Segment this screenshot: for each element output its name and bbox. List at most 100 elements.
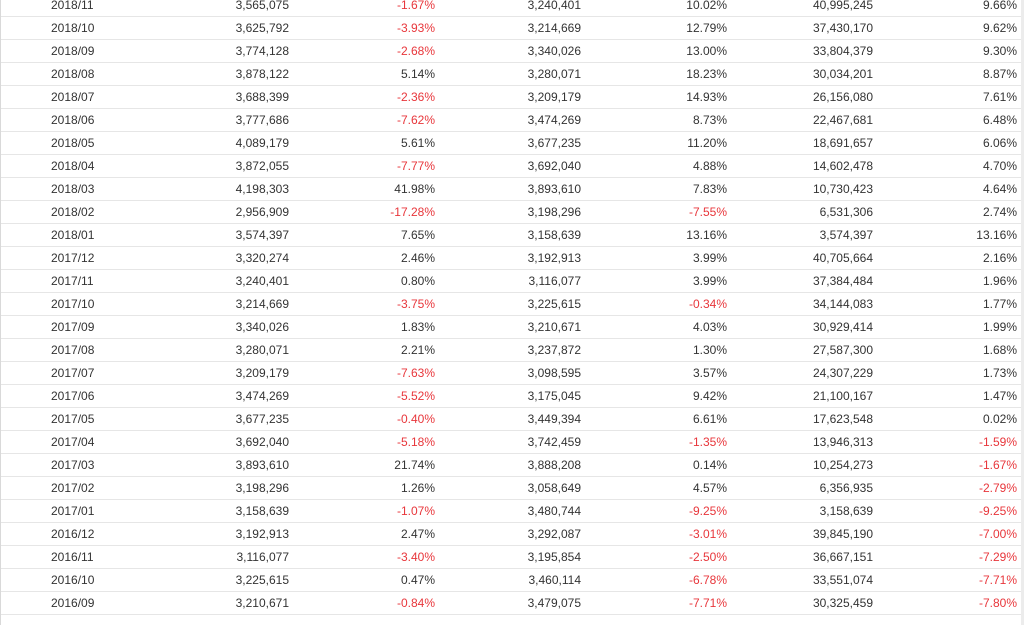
cumulative-value-cell: 30,325,459	[727, 591, 873, 615]
month-cell: 2016/10	[0, 568, 146, 592]
cumulative-value-cell: 6,531,306	[727, 200, 873, 224]
prev-year-value-cell: 3,098,595	[435, 361, 581, 385]
yoy-change-cell: -1.35%	[581, 430, 727, 454]
cumulative-change-cell: 9.30%	[873, 39, 1024, 63]
yoy-change-cell: 3.99%	[581, 246, 727, 270]
month-cell: 2018/07	[0, 85, 146, 109]
yoy-change-cell: 14.93%	[581, 85, 727, 109]
cumulative-change-cell: 6.48%	[873, 108, 1024, 132]
value-cell: 3,116,077	[146, 545, 289, 569]
yoy-change-cell: 4.88%	[581, 154, 727, 178]
mom-change-cell: 1.83%	[289, 315, 435, 339]
prev-year-value-cell: 3,058,649	[435, 476, 581, 500]
prev-year-value-cell: 3,479,075	[435, 591, 581, 615]
month-cell: 2018/04	[0, 154, 146, 178]
mom-change-cell: -7.63%	[289, 361, 435, 385]
month-cell: 2016/12	[0, 522, 146, 546]
prev-year-value-cell: 3,198,296	[435, 200, 581, 224]
yoy-change-cell: 12.79%	[581, 16, 727, 40]
yoy-change-cell: -6.78%	[581, 568, 727, 592]
table-row: 2016/12 3,192,913 2.47% 3,292,087 -3.01% 39,8…	[0, 522, 1024, 546]
mom-change-cell: -0.40%	[289, 407, 435, 431]
month-cell: 2018/08	[0, 62, 146, 86]
cumulative-value-cell: 27,587,300	[727, 338, 873, 362]
value-cell: 3,210,671	[146, 591, 289, 615]
cumulative-value-cell: 30,929,414	[727, 315, 873, 339]
cumulative-change-cell: 2.74%	[873, 200, 1024, 224]
cumulative-value-cell: 40,705,664	[727, 246, 873, 270]
table-row: 2017/04 3,692,040 -5.18% 3,742,459 -1.35% 13,…	[0, 430, 1024, 454]
value-cell: 3,688,399	[146, 85, 289, 109]
prev-year-value-cell: 3,280,071	[435, 62, 581, 86]
value-cell: 4,198,303	[146, 177, 289, 201]
cumulative-change-cell: 13.16%	[873, 223, 1024, 247]
value-cell: 3,198,296	[146, 476, 289, 500]
value-cell: 3,872,055	[146, 154, 289, 178]
cumulative-change-cell: -1.67%	[873, 453, 1024, 477]
month-cell: 2018/09	[0, 39, 146, 63]
cumulative-value-cell: 37,430,170	[727, 16, 873, 40]
cumulative-change-cell: -9.25%	[873, 499, 1024, 523]
prev-year-value-cell: 3,116,077	[435, 269, 581, 293]
cumulative-change-cell: 2.16%	[873, 246, 1024, 270]
cumulative-value-cell: 3,158,639	[727, 499, 873, 523]
cumulative-value-cell: 13,946,313	[727, 430, 873, 454]
mom-change-cell: -1.07%	[289, 499, 435, 523]
table-row: 2018/04 3,872,055 -7.77% 3,692,040 4.88% 14,6…	[0, 154, 1024, 178]
yoy-change-cell: 7.83%	[581, 177, 727, 201]
value-cell: 3,574,397	[146, 223, 289, 247]
mom-change-cell: 0.80%	[289, 269, 435, 293]
prev-year-value-cell: 3,225,615	[435, 292, 581, 316]
cumulative-change-cell: -7.00%	[873, 522, 1024, 546]
prev-year-value-cell: 3,210,671	[435, 315, 581, 339]
cumulative-change-cell: 4.70%	[873, 154, 1024, 178]
mom-change-cell: 21.74%	[289, 453, 435, 477]
month-cell: 2017/03	[0, 453, 146, 477]
mom-change-cell: -5.18%	[289, 430, 435, 454]
prev-year-value-cell: 3,480,744	[435, 499, 581, 523]
mom-change-cell: -2.68%	[289, 39, 435, 63]
prev-year-value-cell: 3,195,854	[435, 545, 581, 569]
cumulative-value-cell: 26,156,080	[727, 85, 873, 109]
table-row: 2018/09 3,774,128 -2.68% 3,340,026 13.00% 33,…	[0, 39, 1024, 63]
prev-year-value-cell: 3,209,179	[435, 85, 581, 109]
table-row: 2017/09 3,340,026 1.83% 3,210,671 4.03% 30,92…	[0, 315, 1024, 339]
table-row: 2017/03 3,893,610 21.74% 3,888,208 0.14% 10,2…	[0, 453, 1024, 477]
table-row: 2016/10 3,225,615 0.47% 3,460,114 -6.78% 33,5…	[0, 568, 1024, 592]
month-cell: 2017/09	[0, 315, 146, 339]
month-cell: 2018/01	[0, 223, 146, 247]
yoy-change-cell: 11.20%	[581, 131, 727, 155]
value-cell: 3,209,179	[146, 361, 289, 385]
month-cell: 2017/08	[0, 338, 146, 362]
month-cell: 2018/03	[0, 177, 146, 201]
mom-change-cell: -3.75%	[289, 292, 435, 316]
prev-year-value-cell: 3,474,269	[435, 108, 581, 132]
cumulative-value-cell: 18,691,657	[727, 131, 873, 155]
yoy-change-cell: -7.71%	[581, 591, 727, 615]
prev-year-value-cell: 3,888,208	[435, 453, 581, 477]
prev-year-value-cell: 3,340,026	[435, 39, 581, 63]
table-row: 2018/11 3,565,075 -1.67% 3,240,401 10.02% 40,…	[0, 0, 1024, 17]
month-cell: 2017/02	[0, 476, 146, 500]
prev-year-value-cell: 3,692,040	[435, 154, 581, 178]
mom-change-cell: -2.36%	[289, 85, 435, 109]
value-cell: 3,565,075	[146, 0, 289, 17]
cumulative-change-cell: -7.29%	[873, 545, 1024, 569]
cumulative-change-cell: 7.61%	[873, 85, 1024, 109]
yoy-change-cell: 4.57%	[581, 476, 727, 500]
value-cell: 4,089,179	[146, 131, 289, 155]
prev-year-value-cell: 3,237,872	[435, 338, 581, 362]
prev-year-value-cell: 3,192,913	[435, 246, 581, 270]
mom-change-cell: -17.28%	[289, 200, 435, 224]
value-cell: 3,677,235	[146, 407, 289, 431]
cumulative-change-cell: -7.71%	[873, 568, 1024, 592]
month-cell: 2018/05	[0, 131, 146, 155]
table-row: 2016/09 3,210,671 -0.84% 3,479,075 -7.71% 30,…	[0, 591, 1024, 615]
month-cell: 2017/12	[0, 246, 146, 270]
vertical-scrollbar[interactable]	[1021, 0, 1024, 625]
value-cell: 3,774,128	[146, 39, 289, 63]
value-cell: 3,340,026	[146, 315, 289, 339]
cumulative-value-cell: 24,307,229	[727, 361, 873, 385]
